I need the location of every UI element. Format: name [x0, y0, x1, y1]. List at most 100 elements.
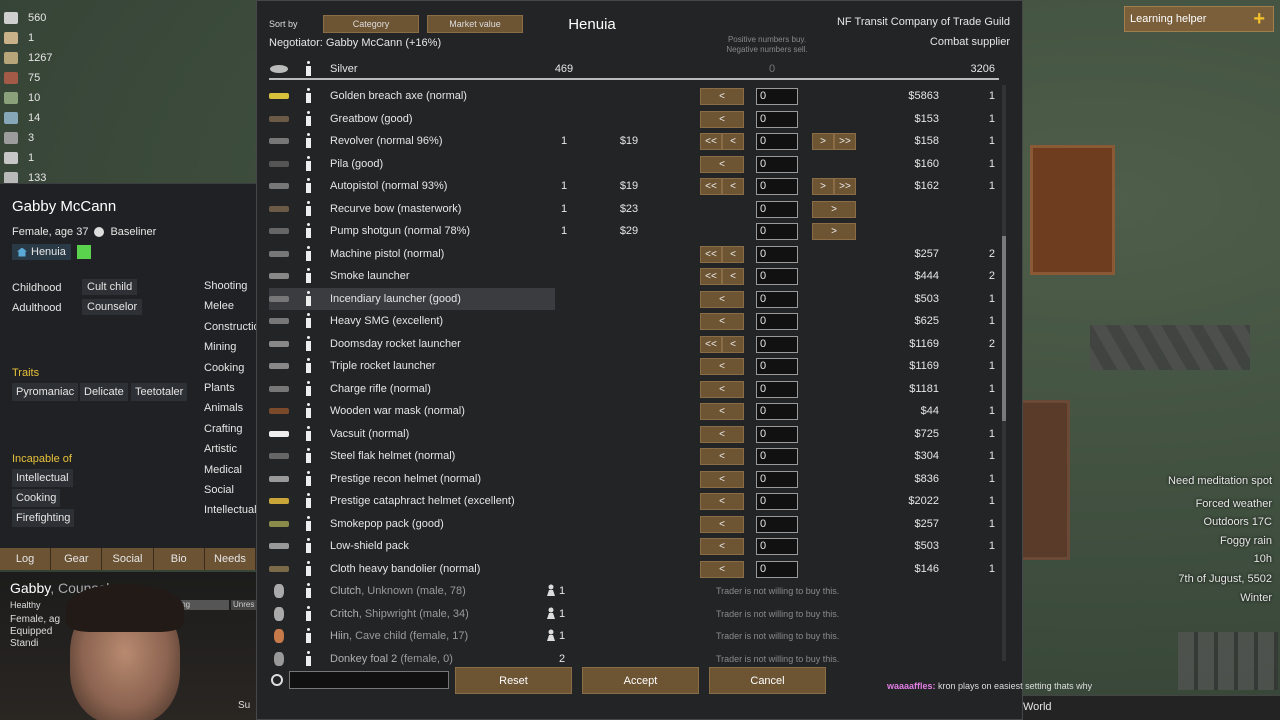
sort-market-value-button[interactable]: Market value	[427, 15, 523, 33]
info-icon[interactable]	[303, 178, 313, 194]
resource-row[interactable]: 1	[4, 28, 84, 48]
trade-quantity-input[interactable]: 0	[756, 155, 798, 173]
resource-row[interactable]: 14	[4, 108, 84, 128]
trait-chip[interactable]: Pyromaniac	[12, 383, 79, 401]
accept-button[interactable]: Accept	[582, 667, 699, 694]
faction-tag[interactable]: Henuia	[12, 244, 71, 260]
ideology-icon[interactable]	[76, 245, 91, 259]
pawn-xenotype[interactable]: Baseliner	[110, 226, 157, 238]
trade-quantity-input[interactable]: 0	[756, 200, 798, 218]
resource-row[interactable]: 1	[4, 148, 84, 168]
trade-row[interactable]: Steel flak helmet (normal) <0 $304 1	[269, 445, 999, 468]
info-icon[interactable]	[303, 380, 313, 397]
info-icon[interactable]	[303, 448, 313, 464]
sell-one-button[interactable]: <	[722, 178, 744, 195]
info-icon[interactable]	[303, 425, 313, 442]
sort-category-button[interactable]: Category	[323, 15, 419, 33]
sell-all-button[interactable]: <<	[700, 245, 722, 263]
info-icon[interactable]	[303, 155, 313, 172]
sell-one-right-button[interactable]: >	[812, 133, 834, 150]
trade-quantity-input[interactable]: 0	[756, 515, 798, 533]
tab-social[interactable]: Social	[102, 548, 154, 570]
info-icon[interactable]	[303, 313, 313, 329]
trade-quantity-input[interactable]: 0	[756, 358, 798, 375]
trade-row[interactable]: Smoke launcher << <0 $444 2	[269, 265, 999, 288]
info-icon[interactable]	[303, 560, 313, 577]
trade-quantity-input[interactable]: 0	[756, 178, 798, 195]
trade-quantity-input[interactable]: 0	[756, 88, 798, 105]
trade-quantity-input[interactable]: 0	[756, 313, 798, 330]
buy-one-button[interactable]: <	[700, 538, 744, 555]
search-input[interactable]	[289, 671, 449, 689]
trade-row[interactable]: Triple rocket launcher <0 $1169 1	[269, 355, 999, 378]
info-icon[interactable]	[303, 200, 313, 217]
info-icon[interactable]	[303, 61, 313, 77]
info-icon[interactable]	[303, 538, 313, 554]
trade-quantity-input[interactable]: 0	[756, 223, 798, 240]
buy-one-button[interactable]: <	[700, 515, 744, 533]
trade-quantity-input[interactable]: 0	[756, 493, 798, 510]
buy-one-button[interactable]: <	[700, 290, 744, 308]
sell-one-right-button[interactable]: >	[812, 178, 834, 195]
sell-one-button[interactable]: <	[722, 133, 744, 150]
pawn-trade-row[interactable]: Clutch, Unknown (male, 78) 1 Trader is not…	[269, 580, 999, 603]
buy-one-button[interactable]: <	[700, 380, 744, 398]
sell-all-right-button[interactable]: >>	[834, 133, 856, 150]
learning-helper-button[interactable]: Learning helper +	[1124, 6, 1274, 32]
incapable-chip[interactable]: Firefighting	[12, 509, 75, 527]
trade-row[interactable]: Greatbow (good) <0 $153 1	[269, 108, 999, 131]
resource-row[interactable]: 75	[4, 68, 84, 88]
adulthood-backstory[interactable]: Counselor	[82, 299, 143, 315]
trade-quantity-input[interactable]: 0	[756, 245, 798, 263]
incapable-chip[interactable]: Intellectual	[12, 469, 73, 487]
trade-row[interactable]: Incendiary launcher (good) <0 $503 1	[269, 287, 999, 310]
buy-one-button[interactable]: <	[700, 155, 744, 173]
sell-one-button[interactable]: <	[722, 335, 744, 353]
info-icon[interactable]	[303, 628, 313, 644]
trade-row[interactable]: Wooden war mask (normal) <0 $44 1	[269, 400, 999, 423]
info-icon[interactable]	[303, 493, 313, 509]
trade-row[interactable]: Smokepop pack (good) <0 $257 1	[269, 513, 999, 536]
trade-row[interactable]: Cloth heavy bandolier (normal) <0 $146 1	[269, 558, 999, 581]
info-icon[interactable]	[303, 605, 313, 622]
info-icon[interactable]	[303, 403, 313, 419]
tab-needs[interactable]: Needs	[204, 548, 257, 570]
sell-all-button[interactable]: <<	[700, 178, 722, 195]
trade-quantity-input[interactable]: 0	[756, 470, 798, 488]
buy-one-button[interactable]: <	[700, 448, 744, 465]
info-icon[interactable]	[303, 88, 313, 104]
buy-one-button[interactable]: <	[700, 403, 744, 420]
buy-one-button[interactable]: <	[700, 493, 744, 510]
info-icon[interactable]	[303, 358, 313, 374]
resource-row[interactable]: 10	[4, 88, 84, 108]
resource-row[interactable]: 1267	[4, 48, 84, 68]
sell-one-right-button[interactable]: >	[812, 223, 856, 240]
info-icon[interactable]	[303, 133, 313, 149]
tab-gear[interactable]: Gear	[51, 548, 103, 570]
trade-row[interactable]: Heavy SMG (excellent) <0 $625 1	[269, 310, 999, 333]
tab-log[interactable]: Log	[0, 548, 52, 570]
buy-one-button[interactable]: <	[700, 358, 744, 375]
trade-row[interactable]: Pila (good) <0 $160 1	[269, 153, 999, 176]
info-icon[interactable]	[303, 223, 313, 239]
buy-one-button[interactable]: <	[700, 313, 744, 330]
trade-quantity-input[interactable]: 0	[756, 290, 798, 308]
trade-row[interactable]: Recurve bow (masterwork) 1 $23 0 >	[269, 198, 999, 221]
info-icon[interactable]	[303, 268, 313, 284]
trade-quantity-input[interactable]: 0	[756, 133, 798, 150]
trade-quantity-input[interactable]: 0	[756, 425, 798, 443]
trade-quantity-input[interactable]: 0	[756, 560, 798, 578]
buy-one-button[interactable]: <	[700, 470, 744, 488]
trade-quantity-input[interactable]: 0	[756, 380, 798, 398]
trade-quantity-input[interactable]: 0	[756, 538, 798, 555]
info-icon[interactable]	[303, 650, 313, 667]
trade-quantity-input[interactable]: 0	[756, 110, 798, 128]
sell-one-button[interactable]: <	[722, 268, 744, 285]
resource-row[interactable]: 3	[4, 128, 84, 148]
trade-row[interactable]: Golden breach axe (normal) <0 $5863 1	[269, 85, 999, 108]
trade-row[interactable]: Machine pistol (normal) << <0 $257 2	[269, 243, 999, 266]
trade-row[interactable]: Charge rifle (normal) <0 $1181 1	[269, 378, 999, 401]
pawn-trade-row[interactable]: Critch, Shipwright (male, 34) 1 Trader is …	[269, 603, 999, 626]
trade-row[interactable]: Low-shield pack <0 $503 1	[269, 535, 999, 558]
resource-row[interactable]: 560	[4, 8, 84, 28]
